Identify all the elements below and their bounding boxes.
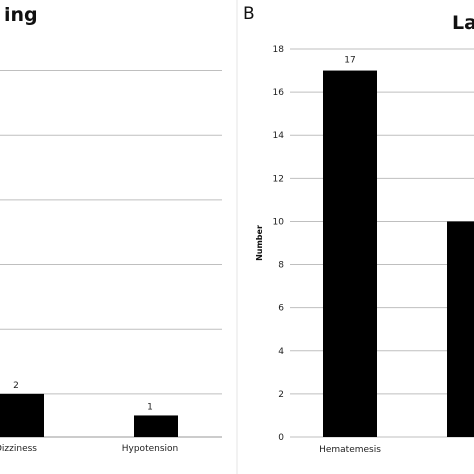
left-bars: 21 xyxy=(0,381,178,437)
left-category-label: Hypotension xyxy=(122,444,178,454)
right-chart-title: Lat xyxy=(452,12,474,34)
right-y-tick-label: 18 xyxy=(273,45,285,55)
right-bars: 17 xyxy=(323,56,474,438)
right-y-tick-label: 2 xyxy=(278,390,284,400)
right-y-tick-label: 8 xyxy=(278,261,284,271)
left-bar xyxy=(0,393,44,437)
right-y-tick-label: 10 xyxy=(273,217,285,227)
left-category-labels: Dizziness Hypotension xyxy=(0,444,178,454)
right-chart-panel: B Lat 0 2 4 6 8 10 12 14 16 18 Number 17 Hemateme… xyxy=(243,4,474,455)
right-y-tick-label: 0 xyxy=(278,433,284,443)
right-gridlines xyxy=(290,48,474,438)
right-y-axis-label: Number xyxy=(255,225,264,261)
right-bar-data-label: 17 xyxy=(344,56,355,66)
left-category-label: Dizziness xyxy=(0,444,37,454)
right-bar xyxy=(323,70,377,438)
right-bar xyxy=(447,221,474,437)
right-y-tick-label: 12 xyxy=(273,174,284,184)
left-gridlines xyxy=(0,70,222,438)
left-bar-data-label: 1 xyxy=(147,402,153,412)
right-y-tick-label: 16 xyxy=(273,88,285,98)
left-bar-data-label: 2 xyxy=(13,381,19,391)
left-chart-title: ing xyxy=(4,4,38,26)
right-category-label: Hematemesis xyxy=(319,445,381,455)
right-y-tick-labels: 0 2 4 6 8 10 12 14 16 18 xyxy=(273,45,285,443)
left-bar xyxy=(134,415,178,437)
panel-letter-b: B xyxy=(243,4,255,24)
right-y-tick-label: 6 xyxy=(278,304,284,314)
right-y-tick-label: 14 xyxy=(273,131,285,141)
right-category-labels: Hematemesis xyxy=(319,445,381,455)
right-y-tick-label: 4 xyxy=(278,347,284,357)
left-chart-panel: ing 21 DizzinessHypotension xyxy=(0,4,222,454)
